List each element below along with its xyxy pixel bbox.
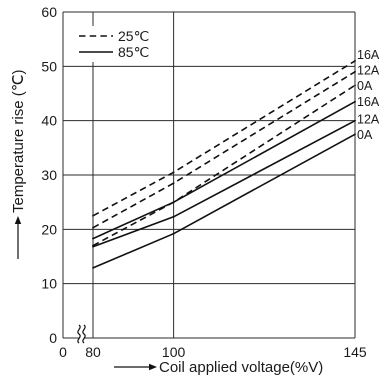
data-point [354,70,356,73]
x-axis-arrow [114,363,157,371]
x-axis-label: Coil applied voltage(%V) [159,359,323,376]
x-tick-label: 0 [59,344,67,360]
y-axis-arrow [14,216,22,259]
data-point [172,171,175,174]
y-tick-label: 0 [49,330,57,346]
series-end-label: 0A [357,128,373,142]
y-tick-label: 60 [41,4,57,20]
data-point [354,119,356,122]
series-end-label: 12A [357,112,380,126]
axis-break-squiggle [77,324,81,344]
y-arrow-head [14,216,22,224]
series-line-25c-12a [92,71,356,229]
legend-label: 85℃ [118,44,149,60]
legend-label: 25℃ [118,28,149,44]
data-point [92,226,94,229]
data-point [92,267,94,269]
series-line-25c-16a [92,60,356,217]
data-point [354,133,356,136]
series-lines [92,60,356,269]
data-point [172,182,175,185]
x-tick-label: 145 [343,344,367,360]
data-point [92,245,94,248]
y-axis-label: Temperature rise (℃) [10,69,27,213]
series-line-85c-12a [92,119,356,248]
data-point [172,215,175,218]
legend: 25℃85℃ [74,26,154,62]
data-point [92,237,94,240]
data-point [92,214,94,217]
series-line-85c-0a [92,133,356,269]
y-tick-label: 20 [41,221,57,237]
x-axis-break [77,324,86,344]
y-tick-labels: 0 10 20 30 40 50 60 [41,4,57,346]
data-point [354,60,356,62]
y-tick-label: 10 [41,276,57,292]
x-arrow-head [149,363,157,371]
legend-background [74,26,154,62]
x-tick-labels: 0 80 100 145 [59,344,367,360]
y-tick-label: 40 [41,113,57,129]
y-tick-label: 50 [41,58,57,74]
x-tick-label: 80 [85,344,101,360]
axis-break-squiggle [82,324,86,344]
data-point [172,201,175,204]
series-end-label: 16A [357,48,380,62]
series-end-label: 0A [357,79,373,93]
series-end-label: 16A [357,95,380,109]
y-tick-label: 30 [41,167,57,183]
data-point [172,232,175,235]
axis-break-gap [79,336,84,340]
data-point [354,100,356,103]
data-point [354,84,356,87]
x-tick-label: 100 [162,344,186,360]
series-end-label: 12A [357,63,380,77]
